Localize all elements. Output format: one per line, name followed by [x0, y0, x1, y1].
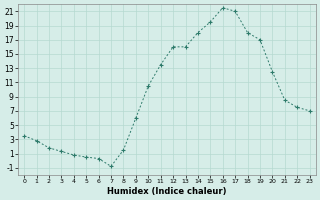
- X-axis label: Humidex (Indice chaleur): Humidex (Indice chaleur): [107, 187, 227, 196]
